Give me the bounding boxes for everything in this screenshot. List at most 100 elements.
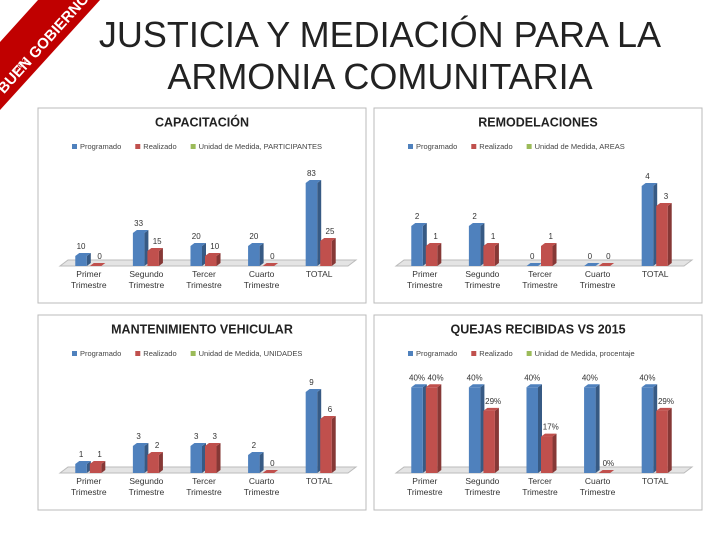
bar-side	[331, 238, 336, 266]
title-box: JUSTICIA Y MEDIACIÓN PARA LA ARMONIA COM…	[98, 14, 662, 97]
data-label: 3	[194, 432, 199, 441]
data-label: 40%	[409, 373, 425, 382]
x-label-box: Segundo Trimestre	[129, 476, 165, 497]
data-label: 40%	[467, 373, 483, 382]
legend-label: Programado	[80, 349, 121, 358]
x-tick-label: Cuarto Trimestre	[243, 269, 280, 290]
bar-top	[75, 461, 91, 464]
bar-top	[425, 243, 442, 246]
data-label: 3	[213, 432, 218, 441]
x-tick-label: Segundo Trimestre	[128, 269, 165, 290]
bar	[483, 246, 495, 266]
x-tick-label: Segundo Trimestre	[464, 476, 501, 497]
bar-top	[89, 263, 106, 266]
ribbon	[0, 0, 100, 110]
x-label-box: Segundo Trimestre	[128, 269, 165, 290]
legend-label: Realizado	[143, 349, 176, 358]
data-label: 40%	[639, 373, 655, 382]
x-label-box: Primer Trimestre	[407, 476, 443, 497]
bar	[468, 226, 481, 266]
bar-side	[331, 416, 336, 473]
bar	[147, 251, 159, 266]
bar	[248, 246, 260, 266]
data-label: 0	[606, 252, 611, 261]
bar	[425, 246, 438, 266]
x-label-box: Primer Trimestre	[407, 269, 443, 290]
data-label: 0%	[603, 459, 615, 468]
bar-side	[101, 461, 106, 473]
data-label: 1	[79, 450, 84, 459]
data-label: 15	[153, 237, 162, 246]
bar-side	[216, 443, 221, 473]
x-label-box: Tercer Trimestre	[522, 269, 558, 290]
data-label: 2	[472, 212, 477, 221]
bar-side	[667, 203, 672, 266]
x-tick-label: Tercer Trimestre	[186, 476, 222, 497]
data-label: 2	[252, 441, 257, 450]
bar-top	[541, 243, 557, 246]
data-label: 1	[549, 232, 554, 241]
x-tick-label: Primer Trimestre	[407, 269, 443, 290]
bar-side	[667, 407, 672, 473]
bar	[656, 410, 668, 473]
x-label-box: TOTAL	[642, 269, 669, 279]
data-label: 10	[210, 242, 219, 251]
data-label: 6	[328, 405, 333, 414]
bar	[132, 446, 145, 473]
bar-top	[190, 243, 206, 246]
chart-title: REMODELACIONES	[478, 115, 597, 129]
data-label: 0	[270, 252, 275, 261]
data-label: 10	[77, 242, 86, 251]
bar-top	[641, 183, 658, 186]
data-label: 20	[192, 232, 201, 241]
bar	[641, 186, 654, 266]
bar	[411, 387, 423, 473]
x-tick-label: Primer Trimestre	[71, 269, 107, 290]
bar-top	[411, 223, 427, 226]
data-label: 29%	[658, 397, 674, 406]
x-label-box: Segundo Trimestre	[465, 269, 501, 290]
bar	[541, 436, 553, 473]
x-label-box: TOTAL	[306, 476, 333, 486]
bar	[656, 206, 668, 266]
data-label: 0	[270, 459, 275, 468]
bar-top	[132, 230, 149, 233]
bar-top	[320, 238, 336, 241]
data-label: 3	[136, 432, 141, 441]
bar	[320, 419, 332, 473]
x-label-box: Primer Trimestre	[71, 476, 107, 497]
data-label: 20	[249, 232, 258, 241]
bar	[526, 387, 538, 473]
x-label-box: Cuarto Trimestre	[580, 476, 616, 497]
bar-top	[320, 416, 336, 419]
bar-top	[75, 253, 91, 256]
bar	[305, 392, 318, 473]
bar-side	[494, 407, 499, 473]
bar	[89, 464, 102, 473]
x-label-box: TOTAL	[306, 269, 333, 279]
bar-side	[216, 253, 221, 266]
bar-side	[552, 433, 557, 473]
bar	[483, 410, 495, 473]
legend-swatch	[471, 351, 477, 356]
slide-title: JUSTICIA Y MEDIACIÓN PARA LA ARMONIA COM…	[98, 14, 662, 97]
bar-side	[494, 243, 499, 266]
legend-label: Unidad de Medida, PARTICIPANTES	[199, 142, 322, 151]
bar-top	[541, 433, 557, 437]
chart-title: QUEJAS RECIBIDAS VS 2015	[450, 322, 625, 336]
legend-swatch	[526, 351, 532, 356]
data-label: 83	[307, 169, 316, 178]
bar-top	[205, 443, 221, 446]
legend-label: Unidad de Medida, AREAS	[535, 142, 625, 151]
x-label-box: Segundo Trimestre	[464, 476, 501, 497]
bar	[541, 246, 553, 266]
x-tick-label: Tercer Trimestre	[522, 269, 558, 290]
x-label-box: Cuarto Trimestre	[244, 476, 280, 497]
legend-swatch	[190, 144, 196, 149]
data-label: 2	[415, 212, 420, 221]
x-label-box: TOTAL	[642, 476, 669, 486]
data-label: 1	[433, 232, 438, 241]
bar	[320, 241, 332, 266]
bar	[584, 387, 596, 473]
x-label-box: Primer Trimestre	[71, 269, 107, 290]
